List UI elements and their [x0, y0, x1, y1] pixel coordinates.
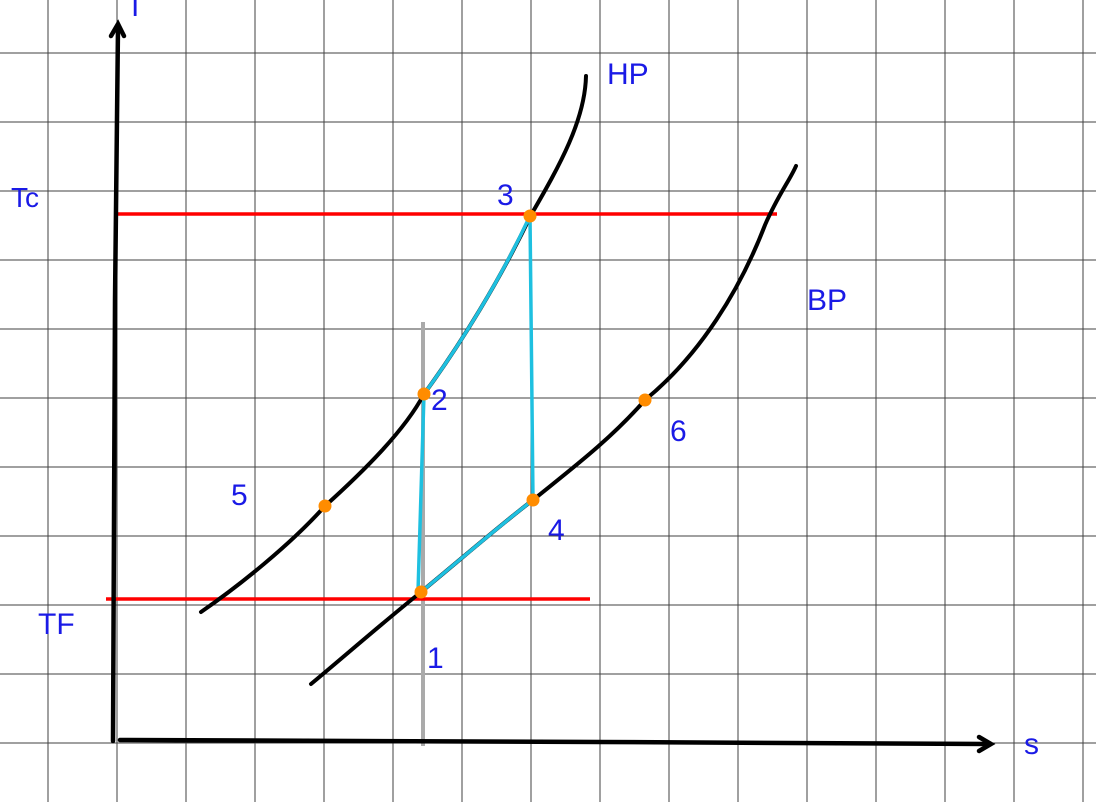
x-axis [117, 737, 991, 747]
x-axis-arrow [976, 734, 996, 754]
y-axis [110, 24, 121, 744]
y-axis-arrow [108, 19, 127, 39]
point-5-label: 5 [231, 479, 248, 512]
point-1 [414, 585, 428, 599]
point-2 [417, 387, 431, 401]
cycle-segment-2-3 [422, 218, 530, 396]
y-axis-label: T [126, 0, 144, 23]
point-4-label: 4 [548, 514, 565, 547]
point-2-label: 2 [431, 384, 448, 417]
point-3 [523, 209, 537, 223]
isobar-bp-curve [309, 164, 798, 686]
point-5 [318, 499, 332, 513]
isotherm-tf-label: TF [38, 608, 75, 641]
state-points [318, 209, 652, 599]
axes [108, 19, 996, 754]
cycle-segment-1-2 [416, 392, 426, 594]
point-6-label: 6 [670, 415, 687, 448]
x-axis-label: s [1024, 728, 1039, 761]
point-1-label: 1 [427, 642, 444, 675]
point-3-label: 3 [497, 179, 514, 212]
point-4 [526, 493, 540, 507]
isotherm-tc-label: Tc [11, 182, 39, 213]
isobar-hp-label: HP [607, 58, 649, 91]
cycle [416, 214, 535, 594]
isobar-bp-label: BP [807, 284, 847, 317]
point-6 [638, 393, 652, 407]
cycle-segment-4-1 [419, 498, 535, 594]
cycle-segment-3-4 [528, 214, 535, 502]
